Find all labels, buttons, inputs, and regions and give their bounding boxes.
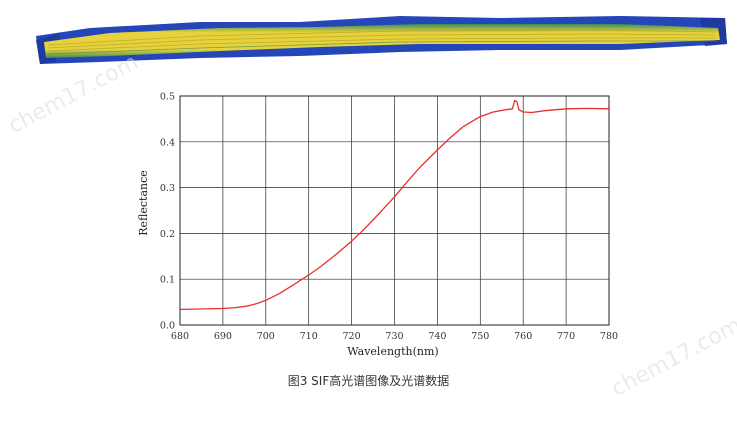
strip-leaf-core [44,24,720,58]
x-axis-title: Wavelength(nm) [347,345,438,358]
hyperspectral-image-strip [36,16,727,64]
x-tick-label: 680 [171,331,189,342]
x-tick-label: 740 [428,331,446,342]
x-tick-label: 780 [600,331,618,342]
figure-caption: 图3 SIF高光谱图像及光谱数据 [287,374,450,388]
strip-texture [47,29,717,55]
x-tick-label: 690 [214,331,232,342]
y-tick-label: 0.4 [160,137,175,148]
y-tick-label: 0.2 [160,229,175,240]
x-tick-label: 750 [471,331,489,342]
y-axis-title: Reflectance [137,170,150,236]
reflectance-series-line [179,99,610,311]
x-tick-label: 730 [385,331,403,342]
x-tick-label: 700 [257,331,275,342]
chart-grid [179,95,610,326]
y-tick-label: 0.1 [160,275,175,286]
x-tick-label: 760 [514,331,532,342]
x-tick-label: 720 [343,331,361,342]
series-layer [179,99,610,311]
plot-frame [179,95,610,326]
x-tick-label: 710 [300,331,318,342]
y-tick-label: 0.5 [160,92,175,103]
y-axis-ticks: 0.0 0.1 0.2 0.3 0.4 0.5 [160,92,175,332]
y-tick-label: 0.0 [160,321,175,332]
x-axis-ticks: 680 690 700 710 720 730 740 750 760 770 780 [171,331,618,342]
y-tick-label: 0.3 [160,183,175,194]
x-tick-label: 770 [557,331,575,342]
